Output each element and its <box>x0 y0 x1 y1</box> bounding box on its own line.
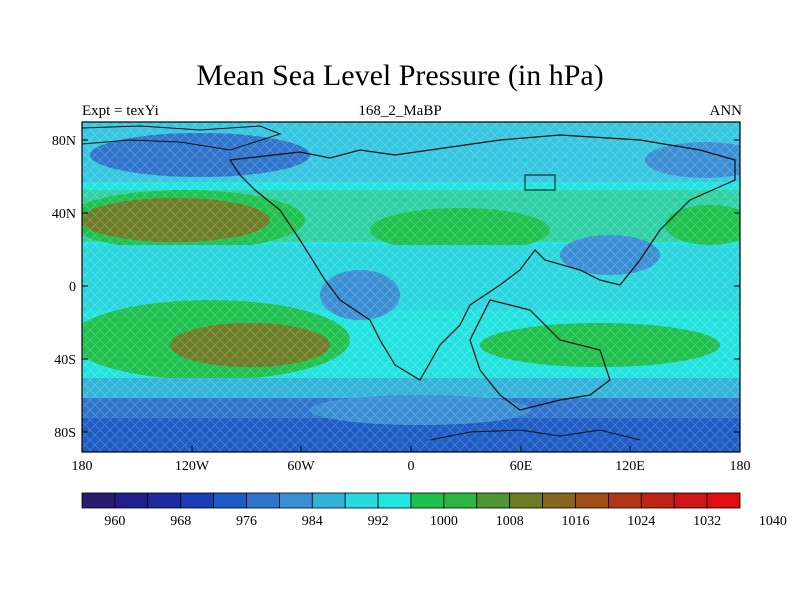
lake-outline <box>524 174 556 191</box>
colorbar-label: 1008 <box>496 514 524 529</box>
lon-tick-label: 0 <box>408 459 415 474</box>
map-title: Mean Sea Level Pressure (in hPa) <box>196 59 604 92</box>
colorbar-swatch <box>147 492 182 509</box>
colorbar-label: 1040 <box>759 514 787 529</box>
colorbar-swatch <box>476 492 511 509</box>
lon-tick-label: 180 <box>730 459 751 474</box>
colorbar-label: 1024 <box>627 514 655 529</box>
lat-tick-label: 40S <box>54 353 76 368</box>
colorbar-swatch <box>443 492 478 509</box>
colorbar-label: 976 <box>236 514 257 529</box>
season-label: ANN <box>709 103 743 119</box>
colorbar-swatch <box>706 492 741 509</box>
colorbar-swatch <box>509 492 544 509</box>
lat-tick-label: 0 <box>69 280 76 295</box>
lat-tick-label: 80N <box>52 134 76 149</box>
colorbar-label: 992 <box>368 514 389 529</box>
longitude-axis: 180 120W 60W 0 60E 120E 180 <box>72 446 751 474</box>
experiment-label: Expt = texYi <box>82 103 159 119</box>
lon-tick-label: 120E <box>615 459 645 474</box>
colorbar-swatch <box>608 492 642 509</box>
colorbar-swatch <box>410 492 445 509</box>
lat-tick-label: 40N <box>52 207 76 222</box>
colorbar-swatch <box>542 492 576 509</box>
colorbar-swatch <box>278 492 313 509</box>
lon-tick-label: 60W <box>287 459 315 474</box>
colorbar-label: 1016 <box>562 514 590 529</box>
colorbar-label: 968 <box>170 514 191 529</box>
colorbar-swatch <box>180 492 214 509</box>
latitude-axis: 80N 40N 0 40S 80S <box>52 134 740 441</box>
coastline <box>228 134 736 381</box>
colorbar-label: 960 <box>104 514 125 529</box>
colorbar-swatch <box>377 492 412 509</box>
colorbar-swatch <box>213 492 247 509</box>
coastline <box>429 429 641 441</box>
lat-tick-label: 80S <box>54 426 76 441</box>
colorbar-swatch <box>575 492 609 509</box>
colorbar-label: 1032 <box>693 514 721 529</box>
colorbar-swatch <box>114 492 149 509</box>
period-label: 168_2_MaBP <box>358 103 442 119</box>
colorbar-swatch <box>246 492 280 509</box>
coastline <box>82 125 282 151</box>
colorbar-swatch <box>344 492 379 509</box>
colorbar-swatch <box>81 492 116 509</box>
lon-tick-label: 180 <box>72 459 93 474</box>
colorbar-swatch <box>640 492 675 509</box>
colorbar-swatch <box>673 492 708 509</box>
lon-tick-label: 120W <box>175 459 210 474</box>
pressure-field <box>82 122 740 452</box>
coastline <box>469 299 611 411</box>
colorbar-label: 1000 <box>430 514 458 529</box>
colorbar-label: 984 <box>302 514 323 529</box>
colorbar: 960 968 976 984 992 1000 1008 1016 1024 1032 1040 <box>81 492 787 529</box>
colorbar-swatch <box>311 492 346 509</box>
lon-tick-label: 60E <box>510 459 533 474</box>
